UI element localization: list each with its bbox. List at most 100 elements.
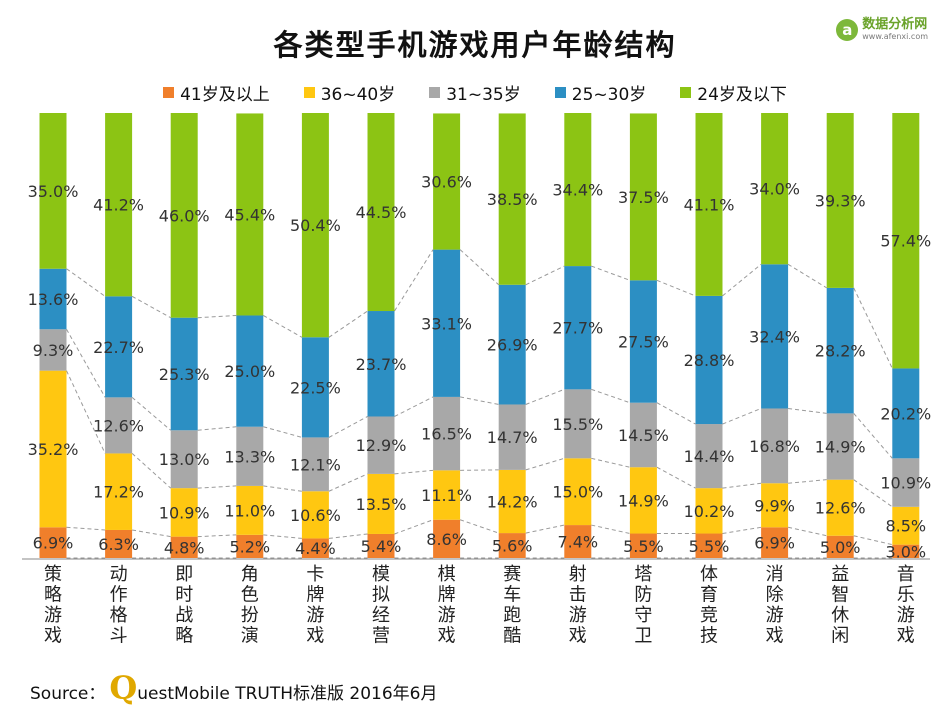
bar-segment — [301, 538, 329, 558]
bar-segment — [39, 329, 67, 371]
bar-segment — [367, 311, 395, 417]
connector-line — [853, 413, 893, 459]
data-label: 34.0% — [749, 180, 800, 199]
legend-swatch — [680, 87, 692, 98]
bar-segment — [564, 389, 592, 459]
data-label: 41.1% — [684, 195, 735, 214]
source-label: Source： — [30, 684, 106, 704]
data-label: 16.8% — [749, 437, 800, 456]
connector-line — [853, 479, 893, 508]
connector-line — [853, 287, 893, 369]
bar-segment — [629, 402, 657, 468]
connector-line — [131, 295, 171, 319]
connector-line — [722, 408, 762, 425]
bar-segment — [367, 113, 395, 312]
connector-line — [656, 279, 696, 297]
data-label: 4.4% — [295, 539, 336, 558]
bar-segment — [826, 535, 854, 558]
connector-line — [591, 388, 631, 404]
bar-segment — [695, 295, 723, 425]
data-label: 50.4% — [290, 216, 341, 235]
legend-label: 36~40岁 — [320, 85, 396, 105]
category-label: 棋牌游戏 — [438, 564, 456, 647]
data-label: 10.9% — [159, 503, 210, 522]
category-label: 体育竞技 — [700, 564, 718, 647]
bar-segment — [105, 296, 133, 398]
category-label: 模拟经营 — [372, 564, 390, 647]
bar-segment — [170, 317, 198, 431]
data-label: 14.7% — [487, 428, 538, 447]
category-label: 角色扮演 — [241, 564, 259, 647]
data-label: 8.5% — [885, 517, 926, 536]
chart-title: 各类型手机游戏用户年龄结构 — [273, 28, 677, 62]
connector-line — [197, 314, 237, 319]
data-label: 44.5% — [356, 203, 407, 222]
data-label: 39.3% — [815, 191, 866, 210]
data-label: 5.5% — [689, 537, 730, 556]
connector-line — [788, 407, 827, 414]
connector-line — [591, 265, 631, 281]
bar-segment — [236, 534, 264, 558]
data-label: 22.5% — [290, 378, 341, 397]
bar-segment — [892, 458, 920, 507]
data-label: 25.0% — [224, 362, 275, 381]
data-label: 7.4% — [557, 533, 598, 552]
data-label: 12.6% — [93, 416, 144, 435]
bar-segment — [39, 113, 67, 269]
bar-segment — [433, 519, 461, 558]
data-label: 20.2% — [880, 404, 931, 423]
data-label: 5.6% — [492, 537, 533, 556]
data-label: 45.4% — [224, 205, 275, 224]
bar-segment — [367, 416, 395, 474]
legend-label: 41岁及以上 — [180, 85, 270, 105]
data-label: 3.0% — [885, 542, 926, 561]
data-label: 34.4% — [552, 181, 603, 200]
category-label: 卡牌游戏 — [306, 564, 324, 647]
bar-segment — [629, 280, 657, 403]
bar-segment — [105, 453, 133, 530]
data-label: 10.9% — [880, 474, 931, 493]
bar-segment — [301, 337, 329, 438]
connector-line — [788, 479, 827, 484]
bar-segment — [695, 533, 723, 558]
data-label: 14.5% — [618, 426, 669, 445]
connector-line — [460, 396, 499, 405]
bar-segment — [170, 430, 198, 489]
data-label: 38.5% — [487, 190, 538, 209]
data-label: 46.0% — [159, 206, 210, 225]
data-label: 15.5% — [552, 415, 603, 434]
connector-line — [197, 534, 237, 538]
category-label: 即时战略 — [175, 564, 193, 647]
logo-url: www.afenxi.com — [862, 32, 928, 41]
bar-segment — [826, 113, 854, 288]
bar-segment — [761, 113, 789, 265]
legend-label: 31~35岁 — [446, 85, 521, 105]
bar-segment — [564, 525, 592, 558]
data-label: 14.2% — [487, 492, 538, 511]
bar-segment — [826, 287, 854, 414]
bar-segment — [826, 413, 854, 480]
bar-segment — [498, 404, 526, 470]
bar-segment — [39, 370, 67, 528]
bar-segment — [170, 113, 198, 318]
connector-line — [459, 249, 500, 286]
legend-label: 25~30岁 — [571, 85, 647, 105]
chart-legend: 41岁及以上 36~40岁 31~35岁 25~30岁 24岁及以下 — [0, 80, 950, 105]
bar-segment — [433, 470, 461, 520]
connector-line — [263, 426, 303, 438]
data-label: 23.7% — [356, 355, 407, 374]
data-label: 4.8% — [164, 538, 205, 557]
data-label: 22.7% — [93, 338, 144, 357]
connector-line — [394, 469, 434, 475]
connector-line — [591, 457, 631, 468]
bar-segment — [236, 113, 264, 316]
data-label: 30.6% — [421, 173, 472, 192]
data-label: 14.4% — [684, 447, 735, 466]
data-label: 15.0% — [552, 483, 603, 502]
data-label: 5.2% — [229, 537, 270, 556]
connector-line — [722, 482, 762, 489]
bar-segment — [105, 113, 133, 297]
bar-segment — [236, 485, 264, 535]
logo-name: 数据分析网 — [862, 17, 928, 32]
bar-segment — [105, 529, 133, 558]
